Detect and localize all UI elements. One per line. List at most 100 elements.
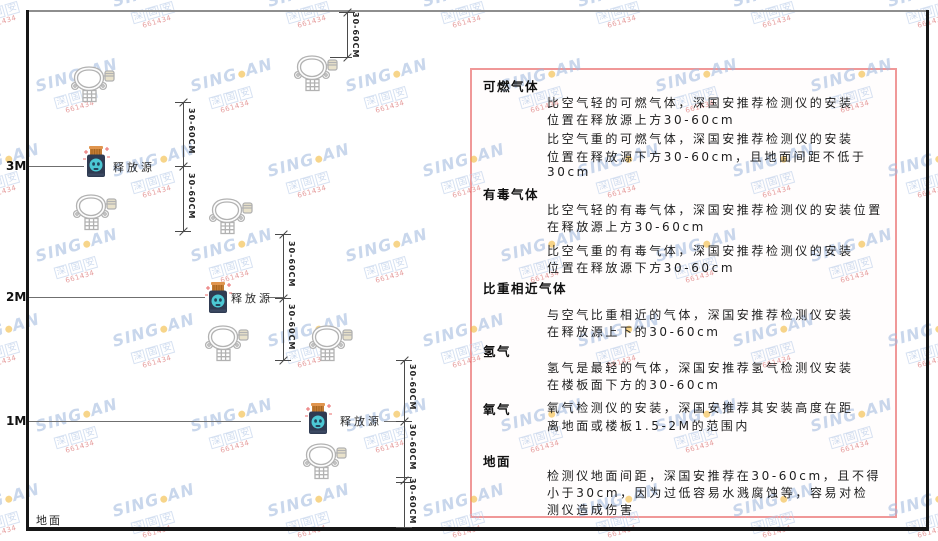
watermark-cn-char: 国 <box>377 260 394 276</box>
watermark-cn-char: 深 <box>363 434 380 450</box>
watermark-dot-icon <box>237 409 247 419</box>
watermark-cn-char: 国 <box>67 430 84 446</box>
watermark-code: 661434 <box>64 438 96 455</box>
watermark-cn-char: 安 <box>237 255 254 272</box>
watermark-cn-char: 国 <box>144 345 161 361</box>
release-source-icon <box>203 281 233 315</box>
connector-line <box>267 297 283 298</box>
gas-detector-glyph <box>204 325 249 362</box>
watermark-code: 661434 <box>0 353 18 370</box>
info-panel-text: 可燃气体 比空气轻的可燃气体，深国安推荐检测仪的安装 位置在释放源上方30-60… <box>470 68 897 518</box>
watermark-dot-icon <box>159 324 169 334</box>
watermark-code: 661434 <box>895 175 938 206</box>
watermark-cn-char: 国 <box>0 175 6 191</box>
watermark-cn: 深国安 <box>193 242 280 284</box>
watermark-dot-icon <box>237 239 247 249</box>
panel-line: 30cm <box>547 165 591 179</box>
watermark-cn-char: 安 <box>159 510 176 527</box>
dimension-label: 30-60CM <box>408 424 417 471</box>
panel-line: 在释放源上下的30-60cm <box>547 325 721 339</box>
watermark-cn: 深国安 <box>890 0 938 28</box>
panel-line: 与空气比重相近的气体，深国安推荐检测仪安装 <box>547 308 854 322</box>
watermark-cn-char: 国 <box>299 5 316 21</box>
watermark-cn-char: 深 <box>363 94 380 110</box>
watermark-cn-char: 安 <box>237 425 254 442</box>
panel-line: 在释放源上方30-60cm <box>547 220 706 234</box>
watermark-cn-char: 安 <box>934 170 938 187</box>
watermark-cn: 深国安 <box>0 327 47 369</box>
section-heading-similar-density: 比重相近气体 <box>483 281 568 296</box>
watermark-cn-char: 安 <box>392 85 409 102</box>
height-line-1m <box>29 421 301 422</box>
watermark-cn-char: 深 <box>53 264 70 280</box>
watermark-code: 661434 <box>895 345 938 376</box>
watermark-cn-char: 安 <box>469 0 486 17</box>
release-source-icon <box>81 145 111 179</box>
watermark-code: 661434 <box>374 438 406 455</box>
watermark-cn-char: 安 <box>159 0 176 17</box>
dimension-tick <box>396 477 412 478</box>
dimension-label: 30-60CM <box>287 241 296 288</box>
watermark-cn-char: 安 <box>624 0 641 17</box>
release-source-glyph <box>205 282 232 313</box>
ceiling-line <box>27 10 926 12</box>
watermark-cn-char: 深 <box>905 179 922 195</box>
watermark-code: 661434 <box>141 353 173 370</box>
ground-label: 地面 <box>36 514 62 527</box>
dimension-tick <box>330 57 352 58</box>
watermark-cn-char: 安 <box>159 170 176 187</box>
watermark-cn-char: 安 <box>4 340 21 357</box>
watermark-cn-char: 深 <box>440 349 457 365</box>
watermark-cn: 深国安 <box>425 0 512 28</box>
height-label-1m: 1M <box>6 414 27 428</box>
watermark-dot-icon <box>392 409 402 419</box>
watermark-cn-char: 国 <box>0 515 6 531</box>
release-source-glyph <box>83 146 110 177</box>
panel-line: 比空气重的可燃气体，深国安推荐检测仪的安装 <box>547 132 854 146</box>
watermark-cn: 深国安 <box>193 412 280 454</box>
watermark-code: 661434 <box>64 268 96 285</box>
gas-detector-glyph <box>72 194 117 231</box>
dimension-line <box>347 12 348 57</box>
watermark-dot-icon <box>159 154 169 164</box>
watermark-cn: 深国安 <box>890 157 938 199</box>
release-source-label: 释放源 <box>113 161 155 174</box>
watermark-cn-char: 深 <box>905 349 922 365</box>
watermark-dot-icon <box>82 409 92 419</box>
dimension-label: 30-60CM <box>187 108 196 155</box>
watermark-cn-char: 国 <box>144 175 161 191</box>
watermark-cn-char: 深 <box>440 179 457 195</box>
watermark-cn-char: 国 <box>377 430 394 446</box>
panel-line: 比空气轻的可燃气体，深国安推荐检测仪的安装 <box>547 96 854 110</box>
panel-line: 检测仪地面间距，深国安推荐在30-60cm，且不得 <box>547 469 882 483</box>
panel-line: 比空气重的有毒气体，深国安推荐检测仪的安装 <box>547 244 854 258</box>
release-source-glyph <box>305 403 332 434</box>
panel-line: 位置在释放源下方30-60cm <box>547 261 736 275</box>
watermark-cn-char: 深 <box>53 434 70 450</box>
watermark-code: 661434 <box>296 183 328 200</box>
watermark-cn-char: 安 <box>934 340 938 357</box>
watermark-cn-char: 深 <box>363 264 380 280</box>
watermark-dot-icon <box>392 69 402 79</box>
watermark-code: 661434 <box>219 98 251 115</box>
panel-line: 测仪造成伤害 <box>547 503 635 517</box>
watermark-dot-icon <box>934 154 938 164</box>
watermark-dot-icon <box>82 239 92 249</box>
dimension-label: 30-60CM <box>287 304 296 351</box>
